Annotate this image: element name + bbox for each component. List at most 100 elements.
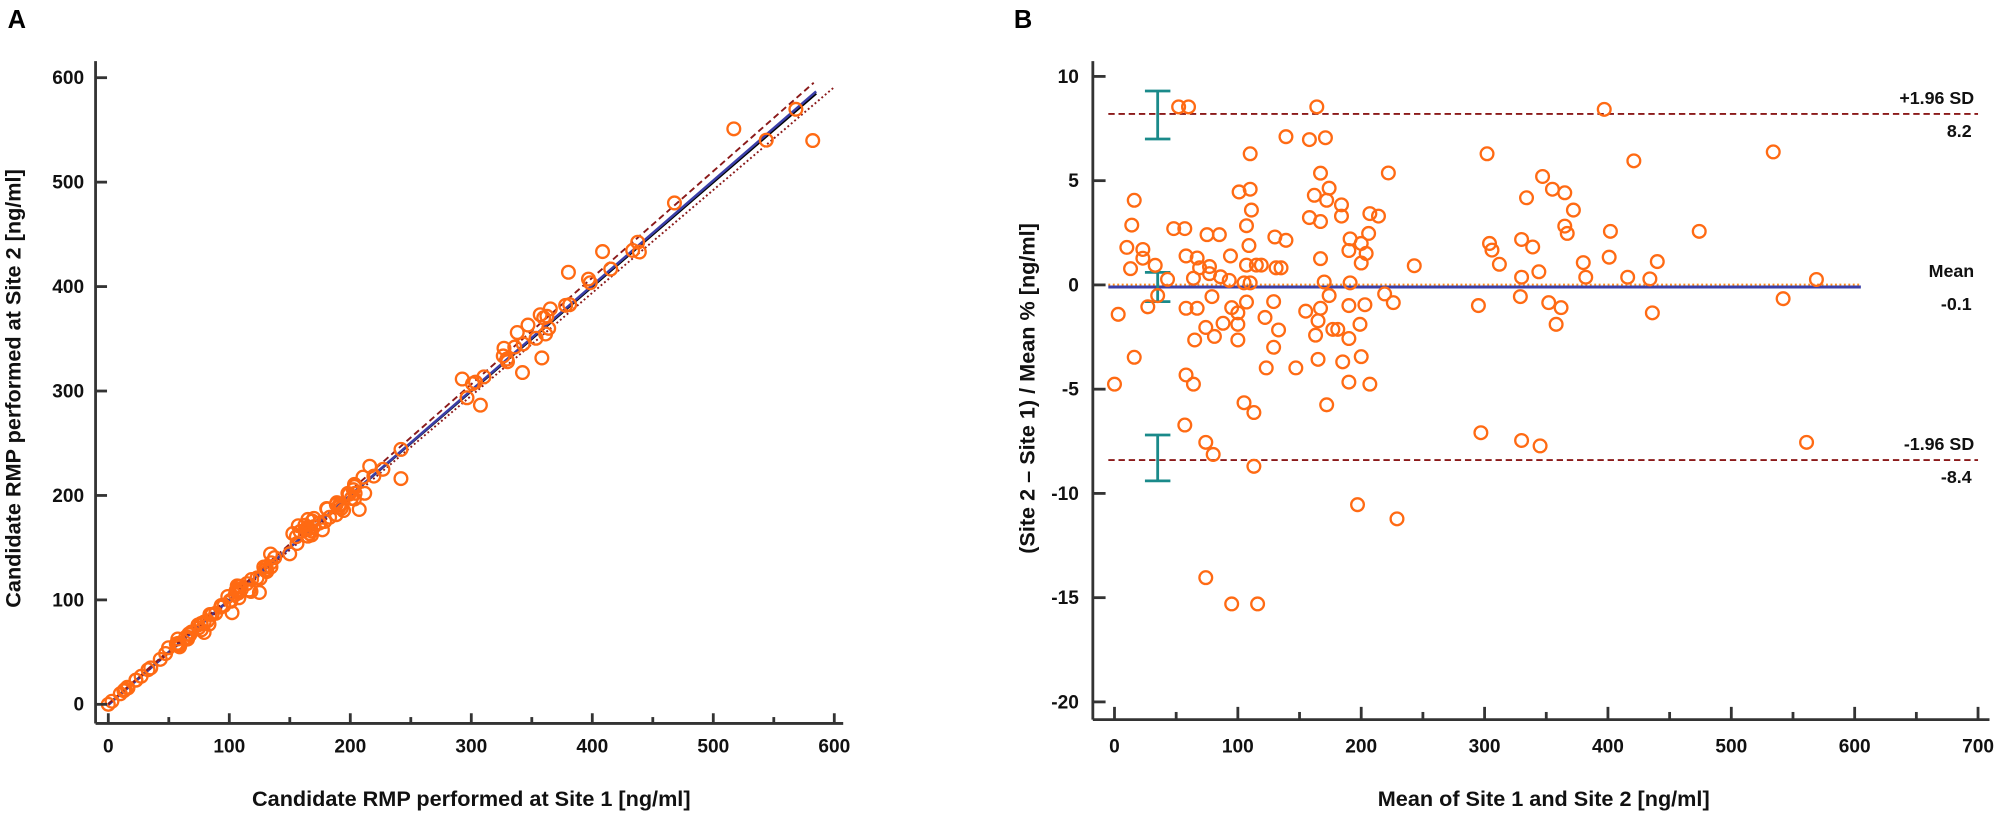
data-point	[1312, 165, 1329, 181]
data-point	[1406, 258, 1422, 274]
y-tick-label: -15	[1051, 588, 1079, 609]
data-point	[1205, 446, 1221, 462]
data-point	[1178, 248, 1194, 264]
data-point	[1221, 272, 1237, 288]
data-point	[331, 499, 347, 515]
data-point	[1644, 305, 1660, 321]
data-point	[172, 639, 188, 655]
data-point	[1242, 181, 1258, 197]
data-point	[1306, 187, 1322, 203]
data-point	[1541, 295, 1557, 311]
data-point	[1321, 180, 1337, 196]
data-point	[1470, 298, 1486, 314]
data-point	[1557, 218, 1573, 234]
data-point	[1514, 231, 1530, 247]
data-point	[1187, 332, 1203, 348]
data-point	[1765, 144, 1781, 160]
data-point	[1514, 432, 1530, 448]
data-point	[1342, 275, 1358, 291]
fit-line	[107, 86, 835, 706]
data-point	[514, 365, 531, 381]
data-point	[1206, 328, 1222, 344]
data-point	[1353, 349, 1369, 365]
reference-line-value: 8.2	[1947, 121, 1972, 141]
data-point	[1271, 322, 1287, 338]
x-tick-label: 200	[334, 737, 366, 758]
data-point	[1199, 227, 1215, 243]
data-point	[1479, 146, 1495, 162]
data-point	[1180, 99, 1197, 115]
data-point	[1312, 214, 1329, 230]
data-point	[1361, 225, 1377, 241]
data-point	[1110, 306, 1126, 322]
data-point	[336, 503, 352, 519]
data-point	[603, 261, 619, 277]
data-point	[1213, 269, 1229, 285]
data-point	[1178, 300, 1194, 316]
data-point	[1124, 217, 1140, 233]
data-point	[1266, 294, 1282, 310]
data-point	[1177, 221, 1193, 237]
data-point	[1377, 286, 1393, 302]
data-point	[1525, 239, 1541, 255]
data-point	[1171, 99, 1187, 115]
panel-b-x-title: Mean of Site 1 and Site 2 [ng/ml]	[1378, 786, 1710, 811]
data-point	[393, 471, 409, 487]
data-point	[241, 582, 257, 598]
data-point	[1519, 190, 1535, 206]
data-point	[1596, 101, 1612, 117]
data-point	[1312, 251, 1329, 267]
data-point	[1330, 321, 1346, 337]
data-point	[262, 546, 279, 562]
data-point	[499, 354, 516, 370]
data-point	[322, 509, 338, 525]
data-point	[1126, 349, 1142, 365]
y-tick-label: 600	[52, 68, 84, 89]
data-point	[1775, 291, 1791, 307]
data-point	[631, 244, 647, 260]
confidence-interval-bar	[1144, 433, 1171, 483]
data-point	[1204, 289, 1220, 305]
data-point	[1309, 99, 1325, 115]
x-tick-label: 400	[576, 737, 608, 758]
reference-line-name: +1.96 SD	[1899, 88, 1974, 108]
data-point	[1620, 269, 1636, 285]
panel-b-points	[1106, 99, 1824, 612]
data-point	[1177, 417, 1193, 433]
reference-line-value: -8.4	[1941, 467, 1972, 487]
data-point	[1236, 395, 1252, 411]
data-point	[393, 441, 409, 457]
x-tick-label: 200	[1345, 737, 1377, 758]
data-point	[1601, 249, 1617, 265]
x-tick-label: 0	[1109, 737, 1120, 758]
data-point	[1135, 241, 1151, 257]
data-point	[1362, 376, 1378, 392]
data-point	[314, 522, 330, 538]
data-point	[180, 631, 196, 647]
data-point	[1238, 257, 1255, 273]
data-point	[1799, 434, 1815, 450]
y-tick-label: 200	[52, 486, 84, 507]
data-point	[580, 271, 596, 287]
confidence-interval-bar	[1144, 89, 1171, 141]
data-point	[1350, 497, 1366, 513]
data-point	[1150, 288, 1166, 304]
data-point	[1246, 405, 1262, 421]
data-point	[1273, 260, 1289, 276]
data-point	[1126, 192, 1142, 208]
data-point	[1317, 130, 1333, 146]
data-point	[1189, 250, 1205, 266]
data-point	[1389, 511, 1405, 527]
panel-b-y-title: (Site 2 – Site 1) / Mean % [ng/ml]	[1014, 223, 1039, 554]
y-tick-label: 400	[52, 277, 84, 298]
data-point	[1531, 264, 1547, 280]
data-point	[1316, 274, 1332, 290]
data-point	[1166, 221, 1182, 237]
data-point	[1242, 146, 1258, 162]
data-point	[1238, 218, 1255, 234]
data-point	[788, 101, 804, 117]
data-point	[1147, 257, 1163, 273]
data-point	[1362, 206, 1378, 222]
data-point	[1353, 255, 1369, 271]
data-point	[1544, 181, 1560, 197]
